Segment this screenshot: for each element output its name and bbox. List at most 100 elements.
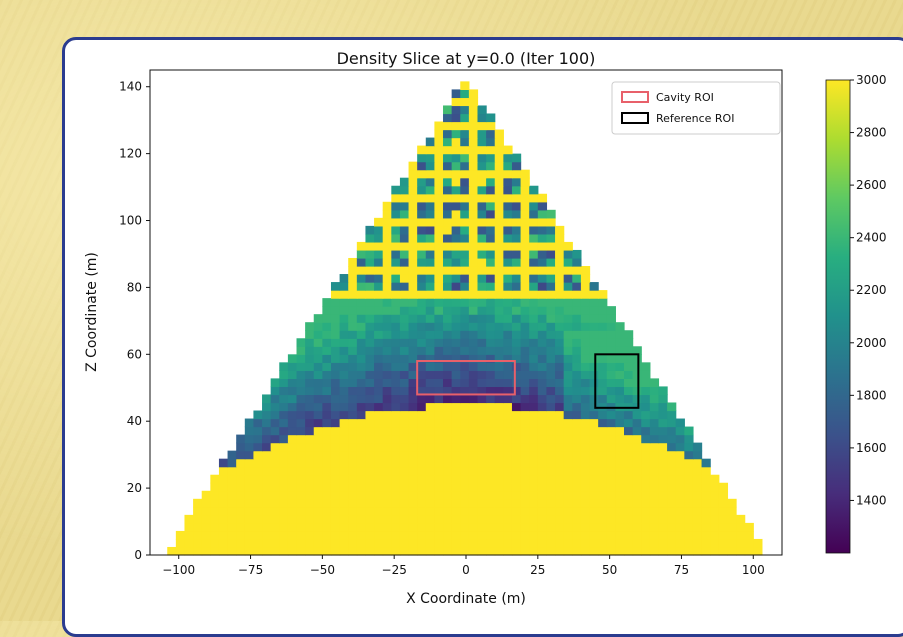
heatmap-cell [667, 522, 677, 532]
heatmap-cell [649, 442, 660, 452]
heatmap-cell [477, 153, 487, 163]
heatmap-cell [382, 506, 392, 516]
heatmap-cell [382, 257, 392, 267]
legend-box [611, 81, 781, 135]
heatmap-cell [589, 426, 599, 436]
heatmap-cell [425, 530, 435, 540]
heatmap-cell [632, 410, 642, 420]
heatmap-cell [356, 354, 367, 363]
heatmap-cell [348, 482, 358, 492]
heatmap-cell [537, 466, 548, 476]
heatmap-cell [365, 482, 375, 492]
heatmap-cell [546, 506, 556, 516]
heatmap-cell [434, 434, 444, 444]
heatmap-cell [460, 249, 470, 259]
heatmap-cell [477, 394, 487, 404]
heatmap-cell [330, 330, 341, 339]
heatmap-cell [580, 514, 591, 524]
heatmap-cell [710, 474, 720, 484]
heatmap-cell [649, 514, 660, 524]
heatmap-cell [710, 530, 720, 540]
heatmap-cell [477, 522, 487, 532]
heatmap-cell [649, 490, 660, 500]
heatmap-cell [193, 538, 203, 548]
heatmap-cell [330, 394, 341, 404]
heatmap-cell [348, 306, 358, 315]
heatmap-cell [580, 314, 591, 323]
heatmap-cell [486, 482, 496, 492]
heatmap-cell [684, 450, 694, 460]
heatmap-cell [494, 362, 504, 371]
heatmap-cell [339, 378, 349, 388]
heatmap-cell [486, 386, 496, 396]
heatmap-cell [615, 506, 625, 516]
heatmap-cell [494, 514, 504, 524]
heatmap-cell [391, 314, 401, 323]
heatmap-cell [546, 346, 556, 355]
x-tick-label: 75 [674, 563, 689, 577]
heatmap-cell [443, 442, 453, 452]
heatmap-cell [468, 217, 479, 227]
heatmap-cell [563, 241, 573, 251]
y-tick-label: 60 [127, 347, 142, 361]
heatmap-cell [330, 546, 341, 556]
heatmap-cell [494, 266, 504, 275]
heatmap-cell [615, 546, 625, 556]
heatmap-cell [210, 514, 220, 524]
heatmap-cell [692, 530, 703, 540]
heatmap-cell [511, 330, 522, 339]
heatmap-cell [494, 274, 504, 283]
heatmap-cell [348, 458, 358, 468]
heatmap-cell [460, 81, 470, 90]
heatmap-cell [417, 282, 427, 291]
heatmap-cell [391, 474, 401, 484]
heatmap-cell [468, 354, 479, 363]
heatmap-cell [322, 482, 332, 492]
heatmap-cell [529, 290, 539, 299]
heatmap-cell [675, 538, 685, 548]
heatmap-cell [443, 225, 453, 235]
heatmap-cell [348, 266, 358, 275]
heatmap-cell [408, 482, 418, 492]
heatmap-cell [606, 514, 616, 524]
heatmap-cell [374, 530, 384, 540]
heatmap-cell [374, 490, 384, 500]
heatmap-cell [408, 241, 418, 251]
heatmap-cell [443, 121, 453, 131]
heatmap-cell [468, 426, 479, 436]
heatmap-cell [322, 402, 332, 412]
heatmap-cell [434, 498, 444, 508]
legend-label-reference: Reference ROI [656, 112, 734, 125]
heatmap-cell [374, 330, 384, 339]
heatmap-cell [520, 530, 530, 540]
heatmap-cell [529, 282, 539, 291]
heatmap-cell [374, 314, 384, 323]
x-axis: −100 −75 −50 −25 0 25 50 75 100 [162, 555, 765, 577]
heatmap-cell [486, 257, 496, 267]
heatmap-cell [503, 386, 513, 396]
heatmap-cell [313, 330, 323, 339]
heatmap-cell [451, 474, 461, 484]
heatmap-cell [236, 546, 246, 556]
heatmap-cell [382, 249, 392, 259]
heatmap-cell [374, 354, 384, 363]
heatmap-cell [511, 266, 522, 275]
heatmap-cell [477, 137, 487, 147]
heatmap-cell [391, 498, 401, 508]
heatmap-cell [529, 386, 539, 396]
heatmap-cell [451, 314, 461, 323]
heatmap-cell [443, 193, 453, 203]
heatmap-cell [296, 386, 306, 396]
heatmap-cell [572, 338, 582, 347]
heatmap-cell [460, 290, 470, 299]
heatmap-cell [529, 514, 539, 524]
heatmap-cell [399, 442, 410, 452]
heatmap-cell [193, 498, 203, 508]
heatmap-cell [580, 378, 591, 388]
heatmap-cell [658, 522, 668, 532]
heatmap-cell [520, 514, 530, 524]
heatmap-cell [201, 506, 211, 516]
heatmap-cell [443, 105, 453, 115]
heatmap-cell [425, 514, 435, 524]
